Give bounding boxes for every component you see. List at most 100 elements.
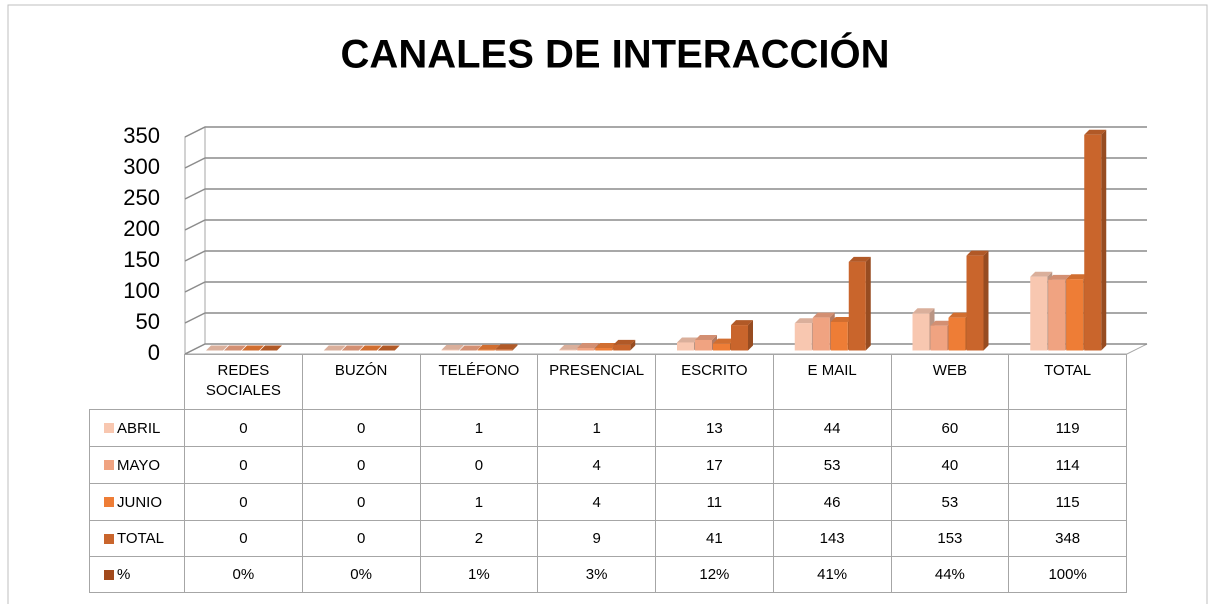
bar-front (495, 349, 513, 351)
bar (242, 345, 264, 351)
bar (224, 345, 246, 351)
table-cell: 41 (655, 520, 774, 557)
table-cell: 0 (184, 446, 303, 484)
bar-front (848, 261, 866, 351)
bar-top (323, 345, 346, 351)
bar-front (477, 349, 495, 351)
legend-label: MAYO (117, 456, 161, 474)
table-cell: 17 (655, 446, 774, 484)
table-cell: 11 (655, 483, 774, 521)
table-cell: 9 (537, 520, 656, 557)
table-cell: 44 (772, 409, 892, 447)
bar-top (206, 345, 228, 351)
grid-line (184, 188, 1147, 200)
legend-cell: MAYO (89, 446, 185, 484)
bar (441, 344, 464, 351)
grid-line (184, 250, 1147, 262)
bar-front (966, 255, 984, 351)
table-cell: 0 (419, 446, 539, 484)
bar-top (948, 312, 971, 318)
table-header: TOTAL (1008, 354, 1127, 410)
bar-front (613, 344, 631, 351)
bar-front (812, 317, 830, 351)
table-cell: 0 (184, 483, 303, 521)
table-cell: 0% (301, 556, 421, 593)
table-cell: 0% (184, 556, 303, 593)
table-cell: 53 (890, 483, 1010, 521)
bar (459, 345, 482, 351)
bar-top (912, 308, 935, 314)
table-cell: 1 (419, 409, 539, 447)
bar-top (695, 334, 717, 340)
table-cell: 153 (890, 520, 1010, 557)
bar-front (731, 325, 748, 351)
bar (341, 345, 364, 351)
bar (206, 345, 228, 351)
legend-cell: TOTAL (89, 520, 185, 557)
bar-top (1048, 274, 1071, 280)
bar-top (242, 345, 264, 351)
legend-cell: ABRIL (89, 409, 185, 447)
y-tick-label: 100 (123, 278, 160, 303)
bar-front (577, 348, 595, 351)
table-cell: 348 (1008, 520, 1127, 557)
table-cell: 0 (301, 446, 421, 484)
bar (260, 345, 282, 351)
bar-top (224, 345, 246, 351)
bar (848, 256, 871, 351)
bar-top (812, 312, 835, 318)
bar-top (260, 345, 282, 351)
bar-top (359, 345, 382, 351)
table-header: ESCRITO (655, 354, 774, 410)
bar-side (865, 256, 871, 351)
table-cell: 0 (301, 483, 421, 521)
table-cell: 46 (772, 483, 892, 521)
bar (323, 345, 346, 351)
bar-top (459, 345, 482, 351)
table-cell: 1 (419, 483, 539, 521)
bar (731, 320, 753, 351)
legend-label: % (117, 566, 131, 583)
table-cell: 4 (537, 483, 656, 521)
y-tick-label: 0 (148, 340, 160, 365)
table-cell: 100% (1008, 556, 1127, 593)
grid-line (184, 219, 1147, 231)
table-cell: 1% (419, 556, 539, 593)
bar-side (458, 344, 464, 351)
y-tick-label: 200 (123, 216, 160, 241)
legend-swatch (104, 533, 114, 544)
bar-side (1101, 129, 1107, 351)
table-header: REDES SOCIALES (184, 354, 303, 410)
table-header: E MAIL (772, 354, 892, 410)
table-cell: 0 (301, 409, 421, 447)
bar (495, 344, 518, 351)
legend-swatch (104, 423, 114, 433)
bar (1084, 129, 1107, 351)
legend-swatch (104, 497, 114, 507)
bar-top (477, 344, 500, 350)
bar-front (595, 348, 613, 351)
bar-top (1066, 274, 1089, 280)
bar-front (912, 313, 930, 351)
table-cell: 0 (184, 409, 303, 447)
table-cell: 2 (419, 520, 539, 557)
table-cell: 53 (772, 446, 892, 484)
bar-top (1030, 271, 1053, 277)
table-header: TELÉFONO (419, 354, 539, 410)
table-cell: 44% (890, 556, 1010, 593)
bar-front (677, 342, 694, 351)
legend-swatch (104, 569, 114, 580)
bar-top (595, 343, 618, 349)
bar-front (695, 339, 712, 351)
y-tick-label: 250 (123, 185, 160, 210)
table-cell: 60 (890, 409, 1010, 447)
bar-top (559, 344, 582, 350)
back-wall (184, 126, 206, 355)
bar-front (1048, 279, 1066, 351)
bar-top (930, 320, 953, 326)
y-tick-label: 50 (136, 309, 160, 334)
table-header: BUZÓN (301, 354, 421, 410)
grid-line (184, 312, 1147, 324)
legend-cell: % (89, 556, 185, 593)
table-cell: 0 (184, 520, 303, 557)
